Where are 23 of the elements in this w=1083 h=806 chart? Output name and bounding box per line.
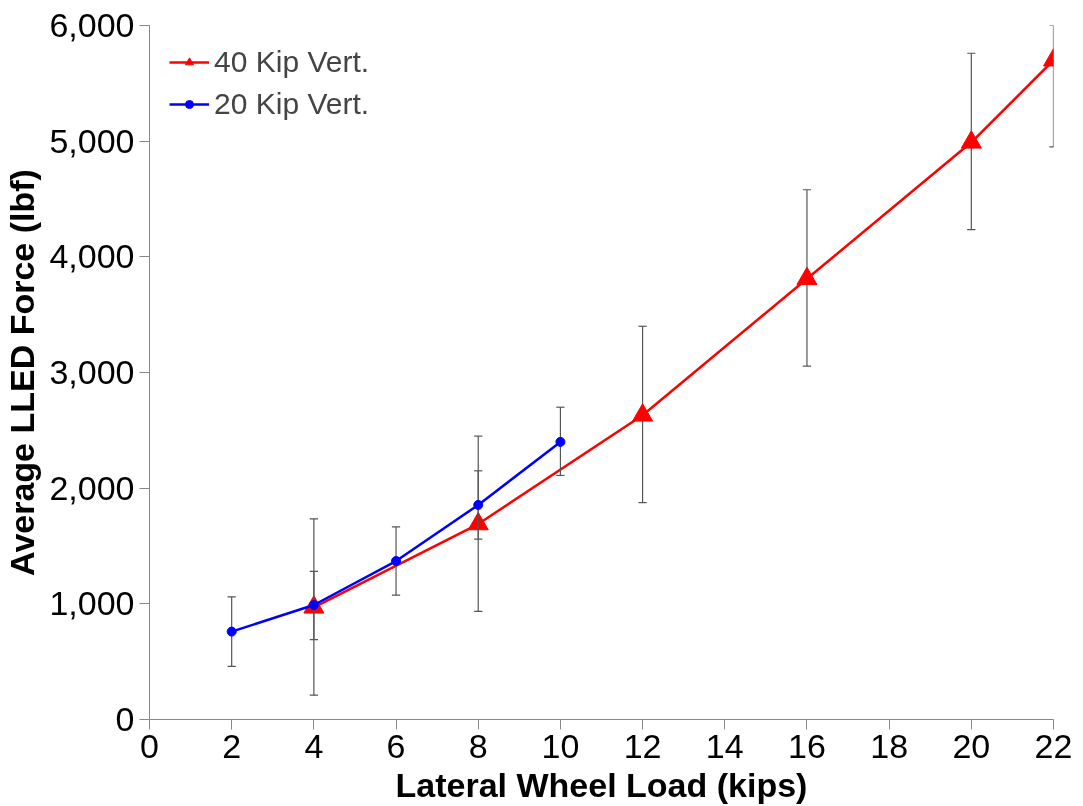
x-tick-label: 20 xyxy=(952,726,991,765)
x-tick-label: 10 xyxy=(541,726,580,765)
x-tick-label: 16 xyxy=(788,726,826,765)
x-axis-title: Lateral Wheel Load (kips) xyxy=(395,765,808,804)
y-tick-label: 3,000 xyxy=(49,353,135,391)
y-tick-label: 4,000 xyxy=(49,237,135,276)
y-tick-label: 5,000 xyxy=(49,121,135,160)
x-tick-label: 0 xyxy=(140,726,159,765)
x-tick-label: 18 xyxy=(870,726,909,765)
y-tick-label: 0 xyxy=(115,700,135,738)
legend-label: 20 Kip Vert. xyxy=(214,87,370,121)
x-tick-label: 12 xyxy=(623,726,662,765)
x-tick-label: 2 xyxy=(222,726,242,765)
x-tick-label: 22 xyxy=(1034,726,1073,765)
x-tick-label: 14 xyxy=(705,726,744,765)
x-tick-label: 8 xyxy=(468,726,488,765)
legend-label: 40 Kip Vert. xyxy=(214,45,370,79)
y-tick-label: 2,000 xyxy=(49,468,135,507)
x-tick-label: 4 xyxy=(304,726,324,765)
y-axis-title: Average LLED Force (lbf) xyxy=(3,169,42,576)
y-tick-label: 6,000 xyxy=(49,6,135,44)
x-tick-label: 6 xyxy=(386,726,406,765)
y-tick-label: 1,000 xyxy=(49,584,135,623)
